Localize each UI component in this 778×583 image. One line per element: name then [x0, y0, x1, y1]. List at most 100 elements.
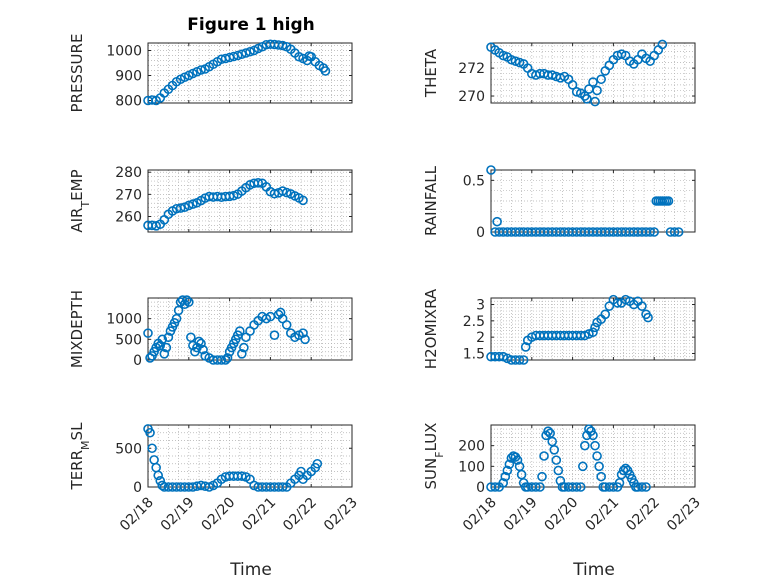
- y-tick-label: 1000: [106, 312, 142, 328]
- y-tick-label: 0: [133, 353, 142, 369]
- data-point: [637, 482, 647, 492]
- y-axis-label: MIXDEPTH: [68, 290, 86, 368]
- data-point: [580, 440, 590, 451]
- data-point: [222, 353, 233, 363]
- figure-title: Figure 1 high: [187, 15, 315, 35]
- data-point: [649, 227, 660, 237]
- data-point: [577, 461, 588, 472]
- y-tick-label: 100: [458, 459, 485, 475]
- y-tick-label: 0.5: [463, 173, 485, 189]
- data-point: [567, 80, 578, 90]
- x-tick-label: 02/20: [542, 495, 582, 535]
- y-axis-label: THETA: [422, 48, 440, 98]
- data-point: [281, 320, 292, 330]
- data-point: [604, 60, 615, 71]
- data-point: [269, 330, 280, 341]
- data-point: [157, 480, 168, 491]
- data-point: [237, 348, 247, 359]
- y-tick-label: 800: [115, 94, 142, 110]
- x-tick-label: 02/19: [501, 495, 541, 535]
- data-point: [298, 195, 308, 206]
- data-point: [281, 187, 292, 198]
- data-point: [184, 297, 194, 307]
- y-tick-label: 500: [115, 441, 142, 457]
- data-point: [186, 332, 196, 343]
- data-point: [592, 85, 602, 96]
- data-point: [512, 455, 523, 465]
- y-tick-label: 0: [133, 480, 142, 496]
- y-tick-label: 0: [476, 225, 485, 241]
- data-point: [575, 482, 586, 492]
- y-tick-label: 2: [476, 330, 485, 346]
- data-point: [514, 355, 525, 365]
- data-point: [194, 336, 204, 347]
- axes-box: [490, 42, 696, 104]
- data-point: [612, 298, 623, 308]
- subplot-theta: 270 272 THETA: [422, 39, 696, 107]
- data-point: [220, 355, 231, 365]
- data-point: [145, 427, 155, 438]
- x-axis-label-left: Time: [229, 560, 272, 580]
- y-tick-label: 900: [115, 69, 142, 85]
- y-axis-label: AIRTEMP: [68, 169, 92, 232]
- axes-box: [147, 42, 353, 104]
- data-point: [184, 200, 194, 211]
- y-axis-label: H2OMIXRA: [422, 288, 440, 369]
- data-point: [596, 471, 606, 482]
- data-point: [657, 39, 668, 50]
- y-axis-label: RAINFALL: [422, 165, 440, 236]
- data-point: [531, 482, 541, 492]
- data-point: [157, 334, 168, 345]
- data-point: [486, 165, 496, 175]
- y-tick-label: 0: [476, 480, 485, 496]
- data-point: [275, 307, 286, 318]
- data-point: [637, 301, 647, 311]
- data-point: [518, 355, 529, 365]
- y-tick-label: 260: [115, 210, 142, 226]
- x-tick-label: 02/23: [664, 495, 704, 535]
- data-point: [592, 451, 602, 461]
- axes-box: [147, 169, 353, 233]
- data-point: [490, 482, 500, 492]
- y-tick-label: 270: [115, 187, 142, 203]
- data-point: [298, 328, 308, 338]
- data-point: [553, 465, 564, 476]
- data-point: [514, 57, 525, 68]
- subplot-rainfall: 0 0.5 RAINFALL: [422, 165, 696, 241]
- y-axis-label: SUNFLUX: [422, 423, 446, 490]
- data-point: [232, 50, 243, 61]
- data-point: [500, 471, 511, 482]
- data-point: [245, 46, 255, 57]
- y-tick-label: 1.5: [463, 346, 485, 362]
- subplot-air-temp: 260 270 280 AIRTEMP: [68, 165, 353, 233]
- data-point: [543, 426, 553, 437]
- x-tick-label: 02/20: [199, 495, 239, 535]
- data-point: [582, 94, 592, 104]
- data-point: [643, 312, 653, 323]
- data-point: [571, 87, 582, 97]
- data-point: [196, 338, 206, 349]
- subplot-terr-msl: 0 500 02/18 02/19 02/20 02/21 02/22 02/23 TERRMS…: [68, 422, 361, 534]
- data-point: [547, 70, 558, 80]
- data-point: [153, 470, 163, 481]
- data-point: [590, 322, 600, 333]
- y-tick-label: 272: [458, 61, 485, 77]
- data-point: [645, 227, 655, 237]
- data-point: [216, 355, 227, 365]
- x-tick-label: 02/22: [280, 495, 320, 535]
- data-point: [320, 66, 331, 76]
- y-tick-label: 200: [458, 439, 485, 455]
- data-point: [510, 56, 521, 66]
- y-tick-label: 3: [476, 298, 485, 314]
- subplot-h2omixra: 1.522.53 H2OMIXRA: [422, 288, 696, 369]
- data-point: [196, 65, 206, 75]
- x-tick-label: 02/22: [623, 495, 663, 535]
- y-tick-label: 1000: [106, 44, 142, 60]
- data-point: [147, 443, 157, 454]
- data-point: [588, 77, 598, 87]
- data-point: [588, 327, 598, 338]
- data-point: [596, 74, 606, 85]
- x-tick-label: 02/21: [582, 495, 622, 535]
- data-point: [506, 453, 517, 463]
